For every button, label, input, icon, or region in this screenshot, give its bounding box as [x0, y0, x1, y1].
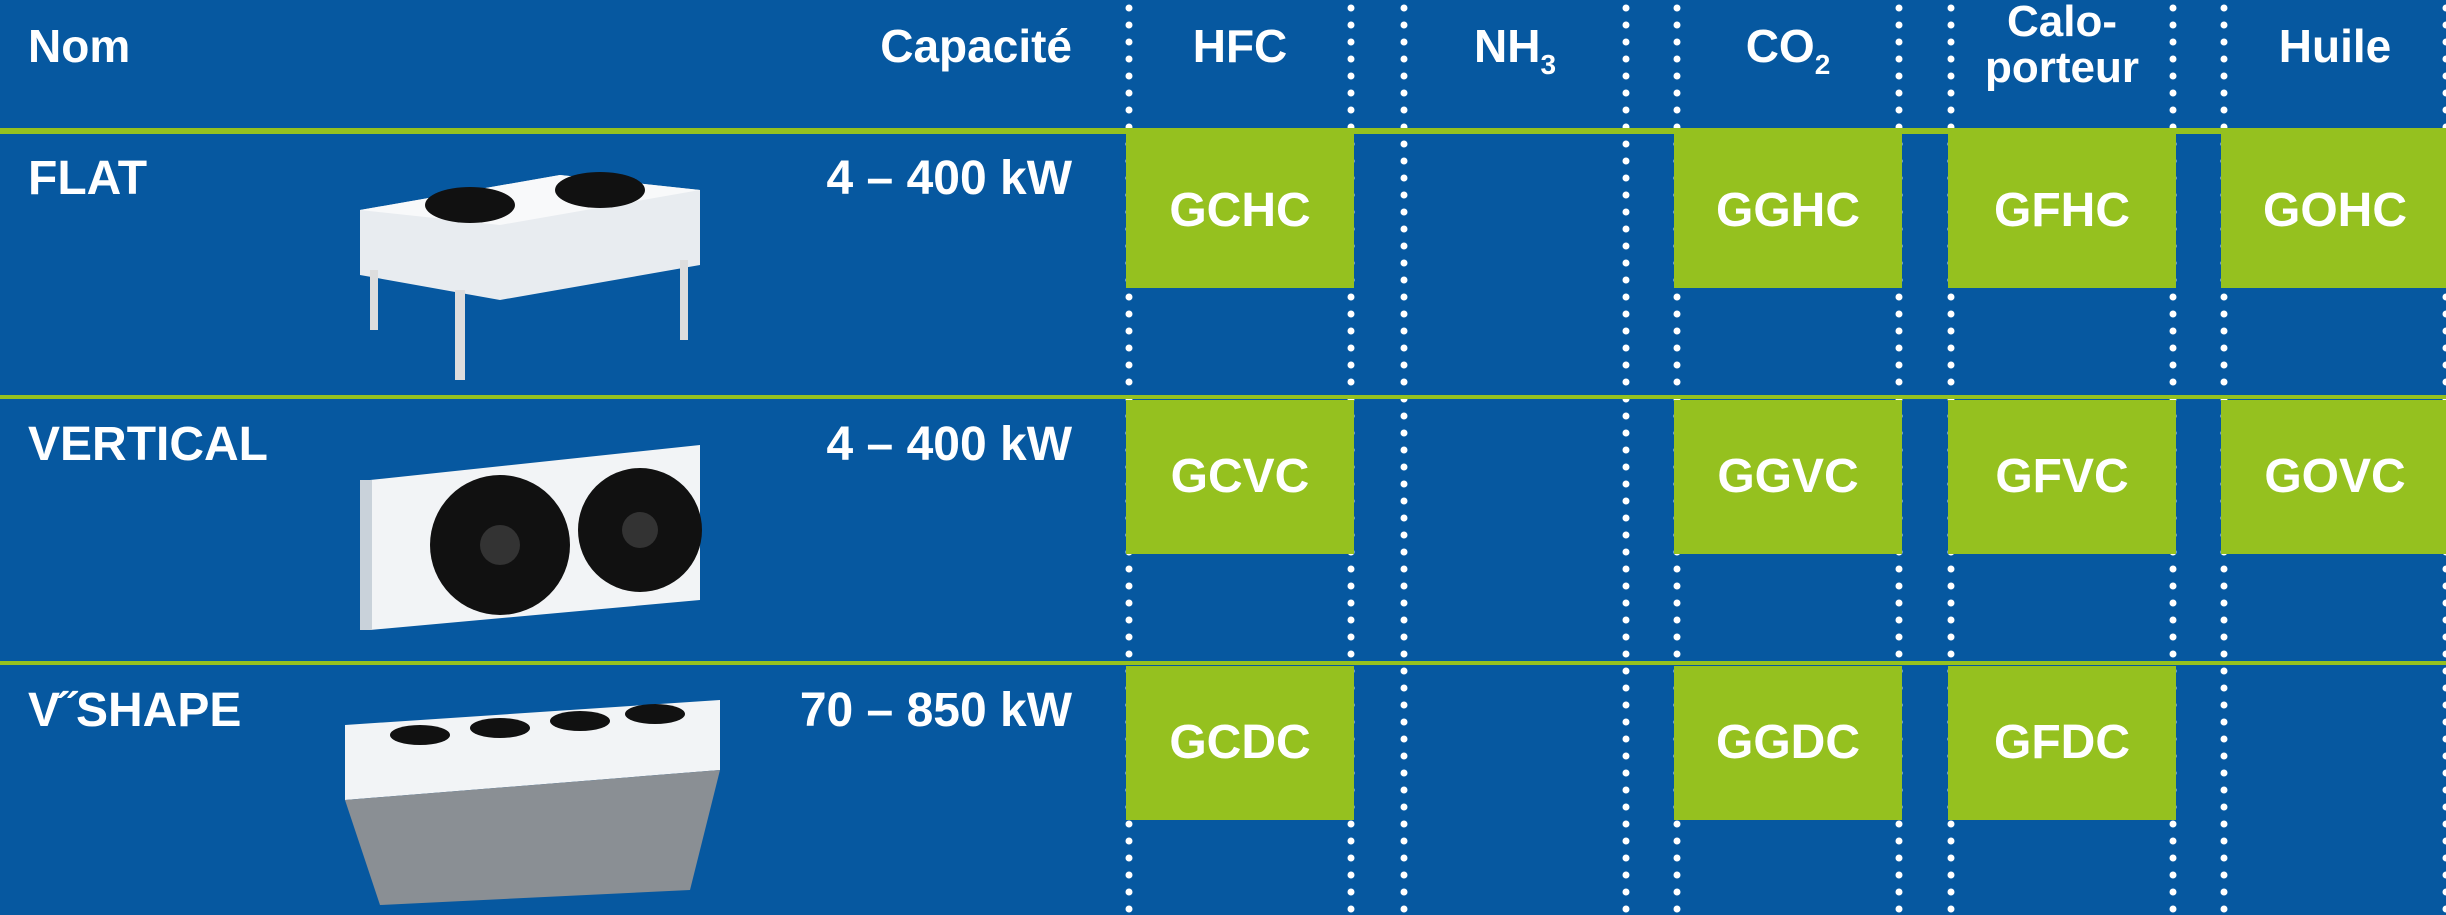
- header-column-text: NH: [1474, 20, 1540, 72]
- header-column-subscript: 3: [1540, 49, 1556, 80]
- product-table: Nom Capacité HFC NH3 CO2 Calo-porteur Huile FLA…: [0, 0, 2446, 915]
- product-code: GGDC: [1716, 716, 1860, 769]
- row-rule: [0, 661, 2446, 665]
- product-code: GCDC: [1169, 716, 1310, 769]
- capacity: 4 – 400 kW: [827, 152, 1073, 205]
- header-column: HFC: [1193, 20, 1288, 72]
- vshape-unit-image: [345, 700, 720, 905]
- product-name: V˝SHAPE: [28, 684, 241, 737]
- header-column-line: Calo-: [2007, 0, 2117, 46]
- header-nom: Nom: [28, 20, 130, 72]
- header-column-subscript: 2: [1815, 49, 1831, 80]
- header-column: Huile: [2279, 20, 2391, 72]
- product-name: FLAT: [28, 152, 147, 205]
- header-column-text: Huile: [2279, 20, 2391, 72]
- product-code: GFDC: [1994, 716, 2130, 769]
- product-code: GOVC: [2264, 450, 2405, 503]
- product-name: VERTICAL: [28, 418, 268, 471]
- product-code: GFHC: [1994, 184, 2130, 237]
- product-code: GOHC: [2263, 184, 2407, 237]
- product-code: GCHC: [1169, 184, 1310, 237]
- header-column-text: HFC: [1193, 20, 1288, 72]
- page: {"header": {"nom": "Nom", "capacite": "C…: [0, 0, 2446, 915]
- header-column-text: CO: [1746, 20, 1815, 72]
- capacity: 4 – 400 kW: [827, 418, 1073, 471]
- row-rule: [0, 395, 2446, 399]
- capacity: 70 – 850 kW: [800, 684, 1073, 737]
- header-capacite: Capacité: [880, 20, 1072, 72]
- product-code: GGVC: [1717, 450, 1858, 503]
- product-code: GCVC: [1171, 450, 1310, 503]
- header-column-line: porteur: [1985, 43, 2139, 92]
- header-rule: [0, 128, 2446, 134]
- product-code: GGHC: [1716, 184, 1860, 237]
- product-code: GFVC: [1995, 450, 2128, 503]
